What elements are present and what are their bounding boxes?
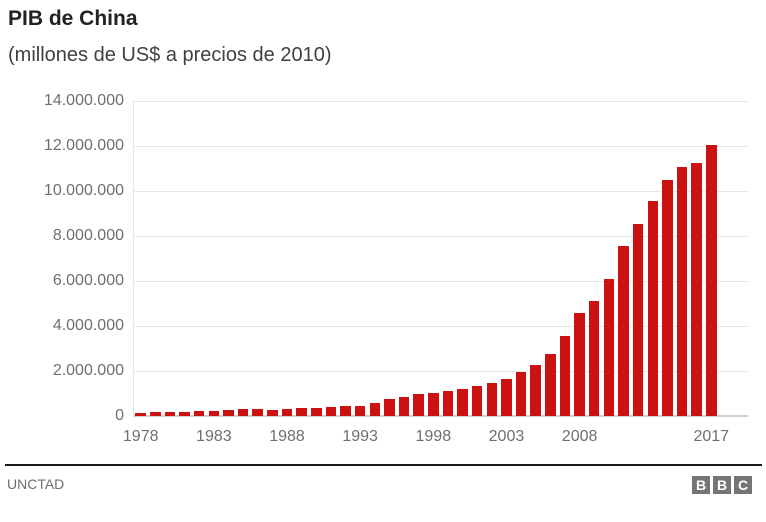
bbc-logo-block-1: B: [692, 476, 710, 494]
bar-1982: [193, 411, 205, 416]
bar-2013: [647, 200, 658, 416]
bar-1979: [150, 411, 161, 416]
bar-2008: [574, 312, 585, 416]
bar-1983: [208, 410, 220, 416]
x-tick-label-1998: 1998: [415, 428, 452, 445]
bar-1996: [398, 396, 410, 416]
bar-1992: [340, 406, 351, 416]
y-tick-label: 2.000.000: [52, 362, 124, 379]
bar-2016: [691, 163, 702, 416]
y-tick-label: 14.000.000: [43, 92, 124, 109]
bar-2005: [530, 364, 541, 416]
x-tick-label-1988: 1988: [269, 428, 305, 445]
y-tick-label: 0: [115, 407, 124, 424]
bar-2011: [618, 246, 629, 416]
gridline: [133, 281, 748, 282]
gridline: [133, 326, 748, 327]
bar-1987: [267, 409, 278, 416]
bar-2010: [603, 278, 615, 416]
chart-subtitle: (millones de US$ a precios de 2010): [8, 44, 332, 66]
bar-2015: [676, 167, 688, 416]
bar-1978: [135, 412, 146, 416]
bbc-logo-block-3: C: [734, 476, 752, 494]
page-title: PIB de China: [8, 7, 138, 30]
y-axis-line: [133, 101, 134, 416]
bar-2007: [559, 336, 571, 416]
x-tick-label-2017: 2017: [693, 428, 730, 445]
bar-1986: [252, 409, 263, 416]
gridline: [133, 146, 748, 147]
y-tick-label: 12.000.000: [43, 137, 124, 154]
bar-1995: [384, 399, 395, 416]
bar-chart-plot-area: 0 2.000.000 4.000.000 6.000.000 8.000.000 10.…: [43, 92, 748, 445]
bar-2000: [457, 388, 468, 416]
gridline: [133, 236, 748, 237]
bar-1999: [442, 391, 454, 416]
bar-1980: [164, 411, 176, 416]
y-tick-label: 6.000.000: [52, 272, 124, 289]
bar-1989: [296, 408, 307, 416]
bar-1994: [369, 403, 381, 416]
bar-2006: [545, 354, 556, 416]
bar-2003: [501, 378, 512, 416]
gridline: [133, 191, 748, 192]
bar-1991: [325, 407, 337, 416]
bar-1985: [237, 409, 249, 416]
bar-1981: [179, 411, 190, 416]
footer-divider: [5, 464, 762, 466]
bar-2009: [588, 301, 600, 416]
bar-1997: [413, 394, 424, 416]
bar-2004: [515, 372, 527, 416]
bar-2017: [706, 144, 717, 416]
bar-2002: [486, 382, 498, 416]
bar-1998: [428, 392, 439, 416]
bar-2012: [632, 224, 644, 416]
source-label: UNCTAD: [7, 476, 65, 492]
bar-1990: [311, 407, 322, 416]
x-tick-label-1993: 1993: [342, 428, 378, 445]
bbc-logo-block-2: B: [713, 476, 731, 494]
gridline: [133, 101, 748, 102]
bar-1993: [354, 405, 366, 416]
gridline: [133, 371, 748, 372]
x-tick-label-2003: 2003: [488, 428, 525, 445]
x-tick-label-2008: 2008: [561, 428, 598, 445]
y-tick-label: 4.000.000: [52, 317, 124, 334]
x-tick-label-1983: 1983: [196, 428, 232, 445]
y-tick-label: 10.000.000: [43, 182, 124, 199]
bar-2001: [471, 385, 483, 416]
x-tick-label-1978: 1978: [122, 428, 159, 445]
bar-1984: [223, 410, 234, 416]
bar-2014: [662, 180, 673, 416]
bar-1988: [281, 409, 293, 416]
x-axis-line: [133, 415, 748, 417]
y-tick-label: 8.000.000: [52, 227, 124, 244]
